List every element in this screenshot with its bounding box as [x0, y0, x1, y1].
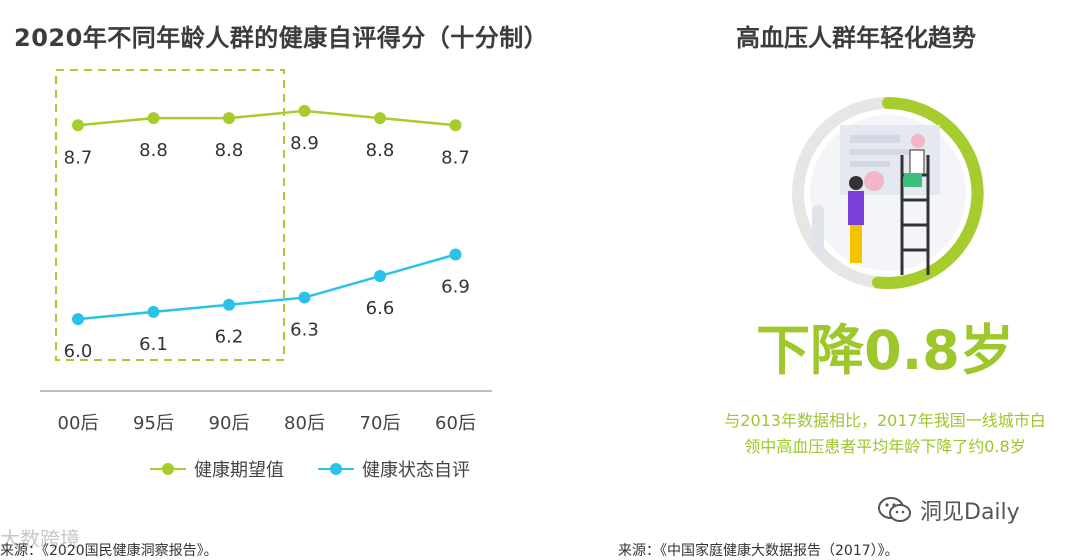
x-tick-label: 90后 — [209, 413, 250, 434]
description: 与2013年数据相比，2017年我国一线城市白 领中高血压患者平均年龄下降了约0… — [690, 408, 1080, 460]
x-tick-label: 00后 — [58, 413, 99, 434]
data-point — [374, 112, 386, 125]
data-point — [72, 119, 84, 132]
source-left: 来源：《2020国民健康洞察报告》。 — [0, 543, 218, 559]
description-line-1: 与2013年数据相比，2017年我国一线城市白 — [724, 411, 1046, 430]
headline-decrease: 下降0.8岁 — [756, 319, 1014, 382]
legend-item-expectation: 健康期望值 — [150, 456, 284, 482]
source-right: 来源：《中国家庭健康大数据报告（2017）》。 — [618, 543, 899, 559]
line-chart: 00后 95后 90后 80后 70后 60后 8.7 8.8 8.8 8.9 8.8 8.7 6.0 6… — [40, 69, 492, 434]
data-label: 6.3 — [290, 320, 319, 341]
highlight-box — [55, 69, 285, 361]
legend-label-self-assessment: 健康状态自评 — [362, 460, 470, 481]
data-point — [147, 112, 160, 125]
data-label: 8.8 — [366, 140, 395, 161]
watermark: 大数跨境 — [0, 527, 80, 551]
data-point — [374, 270, 386, 283]
chart-legend: 健康期望值 健康状态自评 — [150, 456, 470, 482]
x-tick-label: 70后 — [360, 413, 401, 434]
data-point — [147, 305, 160, 318]
x-tick-label: 95后 — [133, 413, 174, 434]
data-label: 6.6 — [366, 298, 395, 319]
data-label: 6.9 — [441, 276, 470, 297]
wechat-icon — [878, 497, 911, 522]
data-label: 8.7 — [441, 147, 470, 168]
data-point — [298, 291, 311, 304]
wechat-label: 洞见Daily — [920, 500, 1020, 525]
description-line-2: 领中高血压患者平均年龄下降了约0.8岁 — [744, 437, 1026, 456]
data-label: 8.8 — [215, 140, 244, 161]
data-point — [223, 298, 235, 311]
series-line-0 — [77, 109, 456, 127]
data-point — [223, 112, 235, 125]
legend-swatch-blue — [318, 462, 354, 476]
data-point — [72, 313, 84, 326]
data-label: 8.8 — [139, 140, 168, 161]
data-label: 6.0 — [64, 341, 93, 362]
chart-title: 2020年不同年龄人群的健康自评得分（十分制） — [14, 24, 549, 52]
data-label: 8.9 — [290, 133, 319, 154]
data-point — [449, 119, 462, 132]
series-line-1 — [77, 253, 456, 321]
x-tick-label: 60后 — [435, 413, 476, 434]
data-point — [449, 248, 462, 261]
legend-swatch-green — [150, 462, 186, 476]
illustration-ring — [790, 95, 986, 291]
data-label: 8.7 — [64, 147, 93, 168]
legend-item-self-assessment: 健康状态自评 — [318, 456, 470, 482]
wechat-brand: 洞见Daily — [878, 494, 1020, 526]
data-point — [298, 104, 311, 117]
legend-label-expectation: 健康期望值 — [194, 460, 284, 481]
data-label: 6.1 — [139, 334, 168, 355]
x-tick-label: 80后 — [284, 413, 325, 434]
right-panel-title: 高血压人群年轻化趋势 — [736, 24, 976, 52]
data-label: 6.2 — [215, 327, 244, 348]
